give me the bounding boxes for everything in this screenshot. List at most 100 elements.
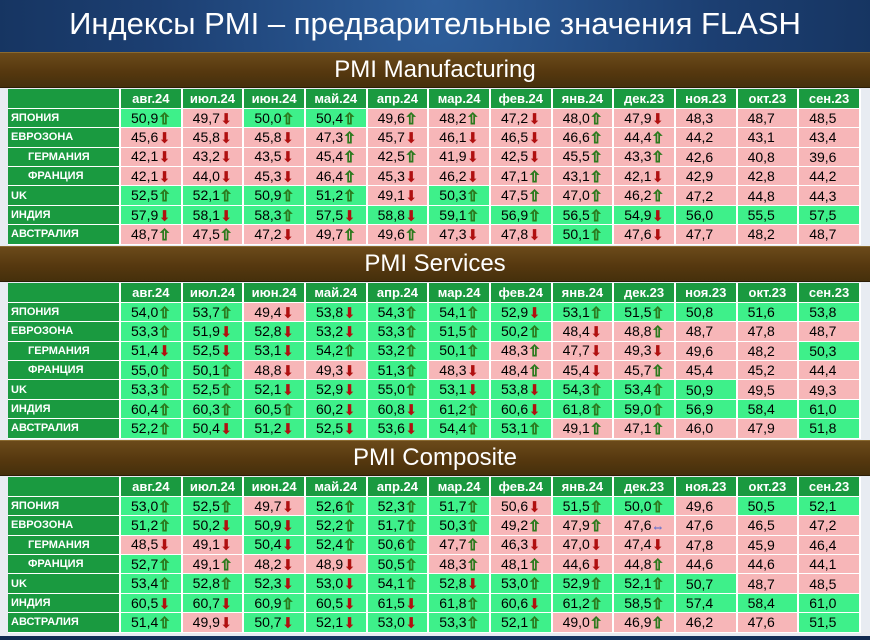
value-cell: 60,4⇧: [120, 399, 183, 420]
arrow-up-icon: ⇧: [651, 576, 665, 594]
column-header: янв.24: [551, 283, 615, 303]
cell-value: 49,1: [562, 419, 590, 436]
column-header: ноя.23: [674, 477, 738, 497]
value-cell: 50,1⇧: [428, 341, 491, 362]
value-cell: 57,9⬇: [120, 205, 183, 226]
cell-value: 43,1: [562, 167, 590, 184]
cell-value: 52,1: [809, 498, 837, 515]
cell-value: 48,7: [809, 226, 837, 243]
arrow-up-icon: ⇧: [404, 537, 418, 555]
value-cell: 49,1⬇: [366, 185, 430, 206]
section-banner-composite: [0, 440, 870, 476]
arrow-down-icon: ⬇: [651, 226, 665, 244]
value-cell: 42,1⬇: [613, 166, 676, 187]
arrow-down-icon: ⬇: [528, 304, 541, 322]
cell-value: 51,2: [131, 516, 159, 533]
value-cell: 53,1⬇: [243, 341, 306, 362]
cell-value: 57,4: [685, 595, 714, 612]
cell-value: 48,7: [747, 575, 775, 592]
cell-value: 48,7: [685, 323, 714, 340]
value-cell: 46,9⇧: [613, 612, 676, 633]
cell-value: 60,5: [315, 594, 344, 611]
cell-value: 47,6: [685, 517, 714, 534]
value-cell: 48,7: [674, 321, 738, 342]
arrow-up-icon: ⇧: [651, 304, 665, 322]
value-cell: 42,8: [736, 166, 800, 187]
value-cell: 59,1⇧: [428, 205, 491, 226]
arrow-down-icon: ⬇: [281, 614, 295, 632]
cell-value: 50,5: [747, 498, 775, 515]
cell-value: 42,1: [624, 167, 652, 184]
arrow-up-icon: ⇧: [651, 498, 665, 516]
value-cell: 53,1⇧: [551, 302, 615, 323]
cell-value: 61,2: [562, 594, 590, 611]
arrow-down-icon: ⬇: [281, 323, 295, 341]
cell-value: 49,1: [192, 536, 220, 553]
arrow-up-icon: ⇧: [219, 382, 233, 400]
cell-value: 45,9: [747, 536, 775, 553]
value-cell: 49,3: [798, 379, 861, 400]
cell-value: 52,5: [192, 381, 220, 398]
cell-value: 58,4: [747, 401, 775, 418]
value-cell: 48,3⇧: [428, 554, 491, 575]
value-cell: 47,6⬇: [613, 224, 676, 245]
cell-value: 45,8: [192, 128, 220, 145]
arrow-up-icon: ⇧: [466, 614, 480, 632]
arrow-up-icon: ⇧: [589, 110, 603, 128]
cell-value: 48,2: [439, 109, 467, 126]
cell-value: 53,3: [377, 322, 405, 339]
cell-value: 51,5: [439, 322, 467, 339]
value-cell: 47,7: [674, 224, 738, 245]
column-header: дек.23: [613, 283, 676, 303]
cell-value: 47,2: [500, 109, 529, 126]
cell-value: 49,6: [377, 225, 405, 242]
cell-value: 60,6: [500, 594, 529, 611]
value-cell: 58,4: [736, 399, 800, 420]
cell-value: 55,5: [747, 207, 775, 224]
arrow-up-icon: ⇧: [158, 517, 172, 535]
cell-value: 43,3: [624, 148, 652, 165]
cell-value: 51,7: [439, 497, 467, 514]
cell-value: 50,0: [254, 109, 282, 126]
cell-value: 52,6: [315, 497, 344, 514]
arrow-down-icon: ⬇: [281, 304, 295, 322]
value-cell: 59,0⇧: [613, 399, 676, 420]
cell-value: 46,6: [562, 128, 590, 145]
cell-value: 47,8: [747, 323, 775, 340]
value-cell: 52,5⇧: [181, 496, 245, 517]
cell-value: 59,1: [439, 206, 467, 223]
value-cell: 44,6: [736, 554, 800, 575]
arrow-up-icon: ⇧: [528, 576, 542, 594]
arrow-up-icon: ⇧: [404, 498, 418, 516]
table-row: АВСТРАЛИЯ 48,7⇧ 47,5⇧ 47,2⬇ 49,7⇧ 49,6⇧ 47,3⬇ 4…: [8, 224, 861, 245]
value-cell: 47,7⇧: [428, 535, 491, 556]
value-cell: 50,7⬇: [243, 612, 306, 633]
cell-value: 60,3: [192, 400, 220, 417]
cell-value: 40,8: [747, 148, 775, 165]
cell-value: 47,8: [500, 225, 529, 242]
cell-value: 50,4: [254, 536, 282, 553]
cell-value: 42,1: [131, 148, 159, 165]
cell-value: 50,3: [439, 187, 467, 204]
table-row: ЯПОНИЯ 53,0⇧ 52,5⇧ 49,7⬇ 52,6⇧ 52,3⇧ 51,7⇧ 50,6…: [8, 496, 861, 517]
value-cell: 52,1⇧: [613, 573, 676, 594]
cell-value: 47,3: [439, 225, 467, 242]
cell-value: 54,0: [131, 303, 159, 320]
arrow-down-icon: ⬇: [528, 110, 541, 128]
arrow-down-icon: ⬇: [219, 207, 233, 225]
cell-value: 51,4: [131, 613, 159, 630]
value-cell: 50,4⬇: [243, 535, 306, 556]
cell-value: 44,6: [685, 556, 714, 573]
arrow-up-icon: ⇧: [651, 149, 665, 167]
cell-value: 49,6: [685, 498, 714, 515]
arrow-up-icon: ⇧: [466, 343, 480, 361]
arrow-down-icon: ⬇: [343, 614, 356, 632]
value-cell: 50,6⬇: [489, 496, 553, 517]
value-cell: 47,9⇧: [551, 515, 615, 536]
arrow-up-icon: ⇧: [651, 614, 665, 632]
row-label: ФРАНЦИЯ: [8, 166, 121, 187]
cell-value: 49,0: [562, 613, 590, 630]
arrow-up-icon: ⇧: [528, 614, 542, 632]
value-cell: 52,1⇧: [489, 612, 553, 633]
arrow-down-icon: ⬇: [219, 343, 233, 361]
